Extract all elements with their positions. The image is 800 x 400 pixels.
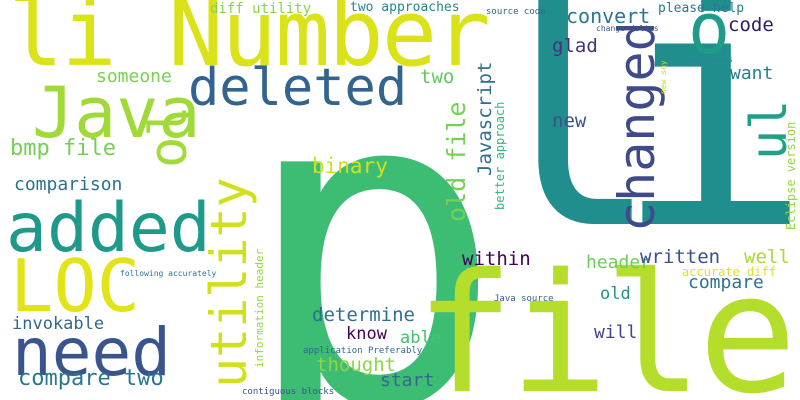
word-java: Java	[32, 72, 201, 154]
word-java-source: Java source	[494, 294, 554, 304]
word-ol: ol	[139, 105, 199, 168]
word-eclipse-version: Eclipse version	[784, 121, 798, 230]
word-please-help: please help	[658, 1, 745, 16]
word-changed: changed	[608, 21, 666, 232]
word-compare: compare	[688, 272, 764, 293]
word-source-code: source code	[486, 7, 546, 17]
word-want: want	[730, 63, 774, 84]
word-need: need	[12, 314, 171, 391]
word-e-contiguous: e contiguous	[675, 55, 733, 64]
word-two-small: two	[420, 66, 455, 88]
word-deleted: deleted	[188, 58, 408, 118]
word-someone: someone	[96, 66, 172, 87]
word-diff-utility: diff utility	[210, 1, 312, 17]
word-information-header: information header	[253, 248, 266, 368]
word-application-preferably: application Preferably	[303, 346, 423, 356]
word-file: file	[415, 238, 797, 400]
word-utility: utility	[200, 177, 258, 388]
word-contiguous-blocks: contiguous blocks	[242, 387, 335, 397]
word-two-approaches: two approaches	[350, 0, 460, 15]
word-know: know	[346, 324, 387, 344]
word-o: o	[688, 0, 731, 70]
word-loc: LOC	[10, 244, 141, 328]
word-binary: binary	[312, 154, 388, 178]
word-thought: thought	[316, 354, 397, 376]
word-able: able	[400, 328, 441, 348]
word-code: code	[728, 14, 774, 36]
word-well: well	[744, 246, 790, 268]
word-will: will	[594, 322, 638, 343]
word-li-number: li Number	[8, 0, 490, 87]
word-change-deltas: change deltas	[596, 24, 659, 33]
word-old: old	[600, 284, 631, 304]
word-new: new	[552, 110, 587, 132]
word-li: li	[465, 0, 800, 302]
word-comparison: comparison	[14, 174, 123, 195]
word-written: written	[640, 246, 721, 268]
word-new-say: new say	[659, 60, 668, 94]
word-header: header	[586, 252, 652, 273]
word-bmp-file: bmp file	[10, 136, 116, 161]
word-determine: determine	[312, 304, 415, 326]
word-invokable: invokable	[12, 314, 105, 334]
word-start: start	[380, 370, 435, 391]
word-glad: glad	[552, 35, 598, 57]
word-added: added	[6, 189, 211, 268]
word-old-file: old file	[442, 101, 471, 222]
word-better-approach: better approach	[493, 101, 507, 210]
word-following-accurately: following accurately	[120, 269, 217, 278]
word-convert: convert	[566, 4, 651, 28]
word-p: p	[240, 0, 505, 400]
word-within: within	[462, 248, 531, 270]
word-accurate-diff: accurate diff	[682, 265, 776, 279]
word-compare-two: compare two	[18, 366, 164, 391]
